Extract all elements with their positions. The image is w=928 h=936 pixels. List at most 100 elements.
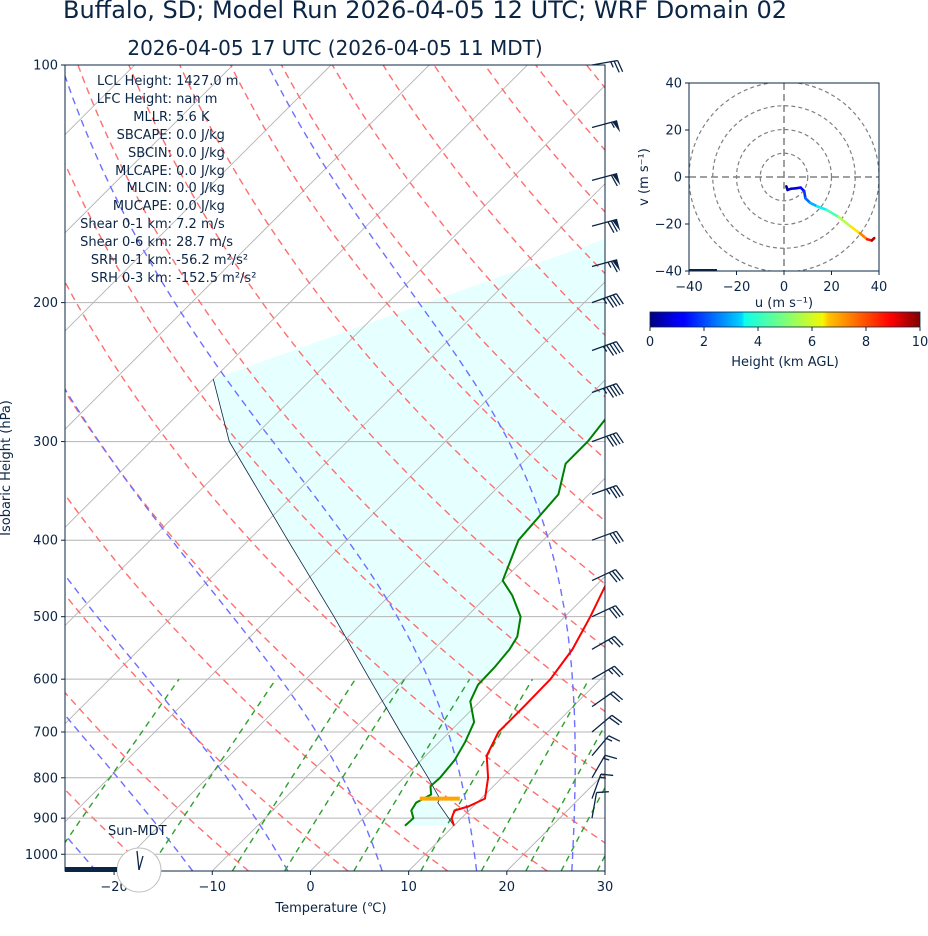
barb-half [610,61,614,68]
barb-flag [612,120,621,133]
dry-adiabat [739,65,928,871]
barb-half [603,757,610,761]
dry-adiabat [688,65,928,871]
mixing-ratio-line [353,678,471,871]
barb-shaft [591,754,606,779]
y-axis-label: Isobaric Height (hPa) [0,400,14,536]
barb-shaft [591,714,613,733]
index-row: SBCAPE: 0.0 J/kg [68,127,368,145]
barb-full [612,342,621,354]
index-value: -56.2 m²/s² [172,253,249,269]
barb-shaft [591,691,614,708]
index-value: 0.0 J/kg [172,181,225,197]
barb-full [609,295,618,307]
dry-adiabat [841,65,928,871]
barb-full [615,432,624,444]
y-tick-label: 500 [33,610,58,625]
index-label: SBCAPE: [116,127,172,143]
barb-full [611,714,623,724]
mixing-ratio-line [420,678,534,871]
wind-barb [591,714,623,733]
hodo-segment [804,196,812,205]
hodo-x-tick-label: −20 [723,280,750,295]
dry-adiabat [331,65,605,398]
barb-flag [612,173,621,186]
barb-full [610,260,618,273]
isotherm-line [408,673,605,871]
hodo-segment [825,208,840,219]
index-value: -152.5 m²/s² [172,270,257,286]
wind-barb [591,293,624,308]
index-label: Shear 0-6 km: [80,235,172,251]
isotherm-line [703,65,928,871]
index-value: 0.0 J/kg [172,127,225,143]
barb-full [612,433,621,445]
wind-barb [591,432,624,447]
sun-dial-icon [116,847,162,893]
x-tick-label: 10 [400,880,417,895]
colorbar-tick-label: 2 [700,335,708,350]
dry-adiabat [433,65,605,275]
wind-barb [591,665,624,680]
moist-adiabat [624,65,729,871]
barb-shaft [591,293,617,304]
barb-full [613,60,620,73]
wind-barb [591,340,624,356]
hodo-y-label: v (m s⁻¹) [637,148,652,206]
mixing-ratio-line [147,678,277,871]
hodo-x-tick-label: 40 [871,280,888,295]
mixing-ratio-line [480,678,590,871]
index-row: LCL Height: 1427.0 m [68,73,368,91]
wind-barbs [591,59,624,819]
barb-full [612,294,621,306]
hodo-segment [786,187,793,192]
barb-full [614,665,624,676]
barb-full [604,754,618,760]
index-label: LCL Height: [96,74,172,89]
mixing-ratio-line [560,786,605,871]
wind-barb [591,530,624,545]
dry-adiabat [280,65,605,460]
y-tick-label: 400 [33,534,58,549]
index-row: LFC Height: nan m [68,91,368,109]
barb-shaft [591,172,618,181]
barb-full [615,605,624,616]
wind-barb [591,691,624,708]
hodo-segment [849,225,862,235]
x-tick-label: 0 [306,880,314,895]
index-label: SRH 0-1 km: [90,253,172,269]
barb-full [609,385,618,397]
barb-full [615,530,624,542]
barb-full [617,60,624,73]
y-tick-label: 700 [33,726,58,741]
index-row: MLLR: 5.6 K [68,109,368,127]
index-value: 0.0 J/kg [172,145,225,161]
x-axis-label: Temperature (℃) [274,901,386,916]
barb-full [612,384,621,396]
colorbar-ticks: 0 2 4 6 8 10 [646,327,928,350]
hodo-x-tick-label: −40 [675,280,702,295]
height-colorbar [649,311,921,328]
surface-bar [65,867,117,872]
x-tick-label: −20 [100,880,127,895]
index-value: 0.0 J/kg [172,199,225,215]
parcel-trace [212,379,455,826]
hodograph-frame [688,82,880,272]
barb-full [606,386,615,398]
hodo-segment [802,189,807,200]
wind-barb [591,791,609,819]
barb-shaft [591,484,617,496]
indices-panel: LCL Height: 1427.0 m LFC Height: nan m MLL… [68,73,368,288]
index-value: 28.7 m/s [172,235,234,251]
y-tick-label: 900 [33,812,58,827]
barb-flag [612,259,621,272]
wind-barb [591,605,624,619]
barb-shaft [591,665,615,680]
barb-shaft [591,568,616,582]
dewpoint-trace [404,418,605,827]
dry-adiabat [585,65,605,89]
hodo-segment [794,186,802,190]
dry-adiabat [484,65,605,213]
wind-barb [591,773,614,799]
barb-half [602,298,608,304]
